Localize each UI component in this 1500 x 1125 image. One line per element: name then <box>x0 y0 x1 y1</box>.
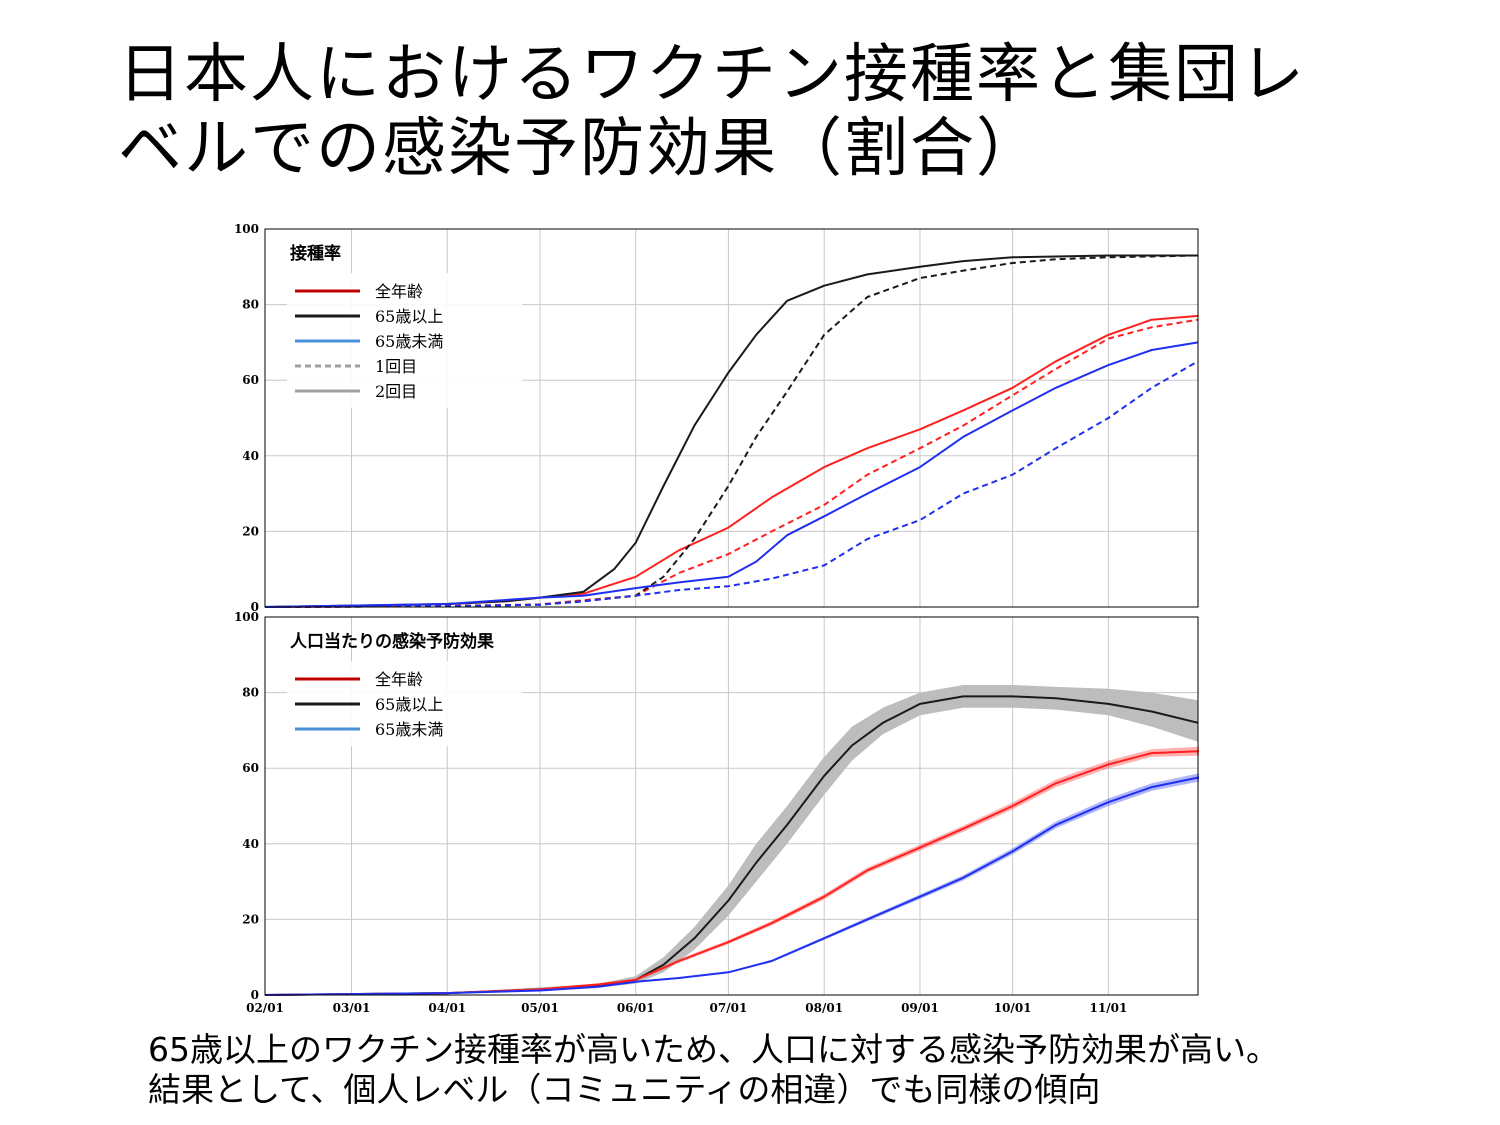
panel-edge-mask <box>1199 612 1215 1000</box>
y-tick-label: 0 <box>251 600 259 614</box>
slide-caption: 65歳以上のワクチン接種率が高いため、人口に対する感染予防効果が高い。 結果とし… <box>148 1030 1488 1110</box>
y-tick-label: 0 <box>251 988 259 1002</box>
caption-line2: 結果として、個人レベル（コミュニティの相違）でも同様の傾向 <box>148 1070 1101 1109</box>
panel-edge-mask <box>1199 224 1215 612</box>
legend-label: 全年齢 <box>375 282 423 301</box>
panel-label: 接種率 <box>290 243 341 264</box>
y-tick-label: 100 <box>234 222 259 236</box>
x-tick-label: 10/01 <box>994 1001 1032 1015</box>
x-tick-label: 07/01 <box>710 1001 748 1015</box>
y-tick-label: 60 <box>242 761 259 775</box>
chart-panel-2: 0 20 40 60 80 100 02/01 03/01 04/01 05/01 06/01 07/… <box>234 610 1215 1015</box>
series-line <box>264 341 1199 608</box>
legend-label: 65歳未満 <box>375 332 443 351</box>
series-line <box>264 360 1199 608</box>
series-line <box>264 776 1215 996</box>
panel-frame <box>264 616 1199 996</box>
y-tick-label: 20 <box>242 912 259 926</box>
y-tick-label: 60 <box>242 373 259 387</box>
y-tick-label: 40 <box>242 449 259 463</box>
slide-title-line2: ベルでの感染予防効果（割合） <box>118 112 1042 186</box>
slide-title: 日本人におけるワクチン接種率と集団レ ベルでの感染予防効果（割合） <box>118 38 1418 186</box>
chart-figure: 0 20 40 60 80 100 接種率全年齢 65歳以上 65歳未満 1回目 2回目 0 20 40 6… <box>215 215 1215 1025</box>
legend-label: 2回目 <box>375 382 417 401</box>
y-tick-label: 100 <box>234 610 259 624</box>
y-tick-label: 80 <box>242 298 259 312</box>
series-line <box>264 318 1199 608</box>
series-line <box>264 750 1215 996</box>
x-tick-label: 11/01 <box>1090 1001 1128 1015</box>
legend-label: 65歳未満 <box>375 720 443 739</box>
panel-frame <box>264 228 1199 608</box>
x-tick-label: 04/01 <box>428 1001 466 1015</box>
ci-band <box>265 773 1215 995</box>
panel-label: 人口当たりの感染予防効果 <box>290 631 494 652</box>
x-tick-label: 05/01 <box>521 1001 559 1015</box>
x-tick-label: 02/01 <box>246 1001 284 1015</box>
y-tick-label: 40 <box>242 837 259 851</box>
legend-label: 1回目 <box>375 357 417 376</box>
y-tick-label: 80 <box>242 686 259 700</box>
legend-label: 65歳以上 <box>375 307 443 326</box>
x-tick-label: 09/01 <box>901 1001 939 1015</box>
legend-label: 65歳以上 <box>375 695 443 714</box>
y-tick-label: 20 <box>242 524 259 538</box>
x-tick-label: 03/01 <box>333 1001 371 1015</box>
legend-label: 全年齢 <box>375 670 423 689</box>
caption-line1: 65歳以上のワクチン接種率が高いため、人口に対する感染予防効果が高い。 <box>148 1030 1279 1069</box>
x-tick-label: 06/01 <box>617 1001 655 1015</box>
x-tick-label: 08/01 <box>805 1001 843 1015</box>
slide-title-line1: 日本人におけるワクチン接種率と集団レ <box>118 38 1306 112</box>
